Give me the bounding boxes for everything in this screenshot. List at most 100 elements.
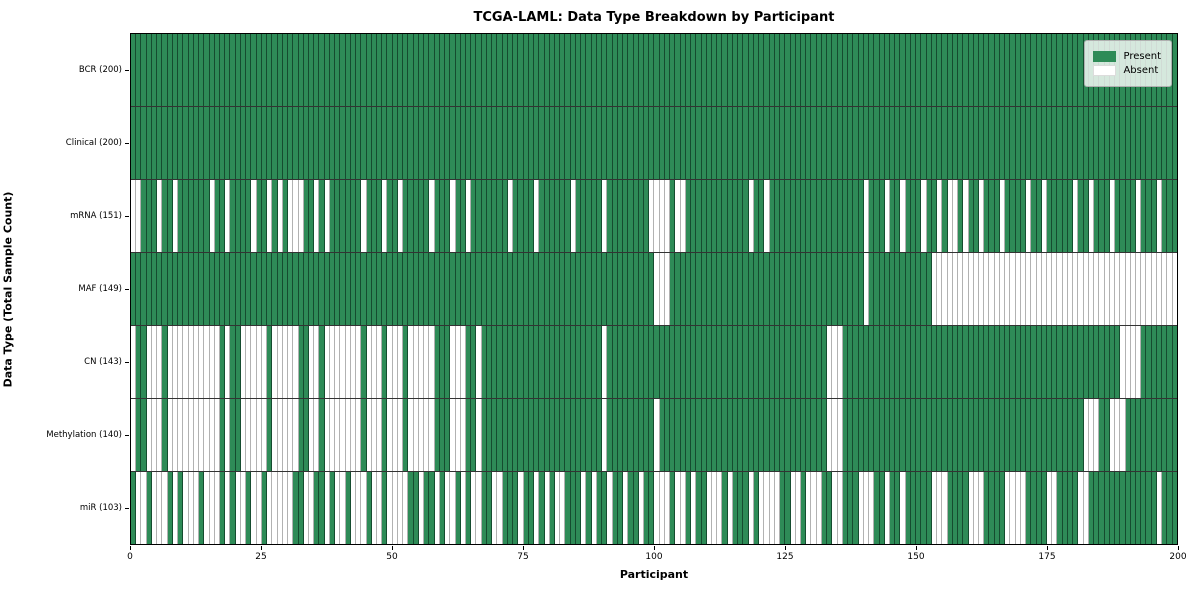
heatmap-cell	[1052, 180, 1058, 252]
heatmap-cell	[439, 326, 446, 398]
heatmap-cell	[350, 326, 357, 398]
heatmap-cell	[1172, 326, 1177, 398]
heatmap-cell	[199, 180, 205, 252]
heatmap-cell	[303, 326, 309, 398]
heatmap-cell	[502, 180, 508, 252]
heatmap-cell	[324, 180, 330, 252]
heatmap-cell	[403, 180, 409, 252]
heatmap-cell	[1036, 34, 1042, 106]
heatmap-cell	[146, 34, 152, 106]
heatmap-cell	[774, 34, 781, 106]
heatmap-cell	[497, 399, 503, 471]
heatmap-cell	[848, 107, 854, 179]
heatmap-cell	[460, 180, 466, 252]
heatmap-cell	[141, 326, 147, 398]
heatmap-cell	[1031, 399, 1037, 471]
heatmap-cell	[225, 326, 231, 398]
heatmap-cell	[1088, 253, 1095, 325]
heatmap-cell	[649, 34, 655, 106]
heatmap-cell	[481, 399, 487, 471]
heatmap-cell	[392, 180, 398, 252]
heatmap-cell	[277, 399, 283, 471]
heatmap-cell	[1005, 180, 1011, 252]
heatmap-cell	[178, 253, 184, 325]
heatmap-cell	[486, 399, 493, 471]
heatmap-cell	[842, 472, 849, 544]
heatmap-cell	[696, 399, 702, 471]
heatmap-cell	[764, 34, 770, 106]
heatmap-cell	[560, 326, 566, 398]
heatmap-cell	[633, 253, 639, 325]
x-tick-label-25: 25	[255, 552, 267, 562]
heatmap-cell	[643, 326, 650, 398]
heatmap-cell	[874, 180, 880, 252]
heatmap-cell	[989, 399, 995, 471]
heatmap-cell	[188, 34, 194, 106]
heatmap-cell	[858, 253, 864, 325]
heatmap-cell	[230, 107, 236, 179]
heatmap-cell	[607, 472, 613, 544]
heatmap-cell	[654, 326, 660, 398]
heatmap-cell	[162, 326, 168, 398]
heatmap-cell	[827, 326, 833, 398]
heatmap-cell	[712, 472, 718, 544]
heatmap-cell	[146, 107, 152, 179]
heatmap-cell	[889, 399, 896, 471]
heatmap-cell	[670, 326, 676, 398]
heatmap-cell	[298, 34, 304, 106]
heatmap-cell	[916, 34, 922, 106]
heatmap-cell	[952, 34, 959, 106]
heatmap-cell	[1005, 34, 1011, 106]
heatmap-cell	[476, 253, 482, 325]
heatmap-cell	[151, 399, 158, 471]
heatmap-cell	[821, 253, 828, 325]
heatmap-cell	[732, 472, 739, 544]
heatmap-cell	[706, 326, 713, 398]
heatmap-cell	[596, 180, 603, 252]
heatmap-cell	[978, 253, 985, 325]
heatmap-cell	[282, 399, 289, 471]
heatmap-cell	[617, 399, 624, 471]
heatmap-cell	[978, 399, 985, 471]
heatmap-cell	[141, 472, 147, 544]
heatmap-cell	[486, 107, 493, 179]
heatmap-cell	[172, 399, 179, 471]
heatmap-cell	[1005, 107, 1011, 179]
heatmap-cell	[549, 399, 555, 471]
heatmap-cell	[643, 34, 650, 106]
x-tick-mark	[392, 546, 393, 550]
heatmap-cell	[256, 253, 262, 325]
heatmap-cell	[738, 107, 744, 179]
heatmap-cell	[753, 253, 760, 325]
heatmap-cell	[764, 253, 770, 325]
heatmap-cell	[314, 253, 320, 325]
heatmap-cell	[596, 253, 603, 325]
heatmap-cell	[445, 107, 451, 179]
heatmap-cell	[162, 107, 168, 179]
heatmap-cell	[329, 399, 336, 471]
heatmap-cell	[193, 107, 200, 179]
heatmap-cell	[790, 180, 796, 252]
heatmap-cell	[188, 326, 194, 398]
heatmap-cell	[931, 107, 938, 179]
heatmap-cell	[267, 326, 273, 398]
heatmap-cell	[596, 326, 603, 398]
heatmap-cell	[204, 107, 210, 179]
heatmap-cell	[811, 107, 817, 179]
heatmap-cell	[1067, 399, 1074, 471]
heatmap-cell	[785, 253, 791, 325]
y-tick-mark	[125, 508, 129, 510]
heatmap-cell	[204, 399, 210, 471]
heatmap-cell	[863, 326, 870, 398]
heatmap-cell	[869, 472, 875, 544]
heatmap-cell	[288, 326, 294, 398]
heatmap-cell	[994, 180, 1000, 252]
heatmap-cell	[607, 180, 613, 252]
heatmap-cell	[691, 180, 697, 252]
heatmap-cell	[884, 472, 890, 544]
heatmap-cell	[277, 326, 283, 398]
heatmap-cell	[471, 180, 477, 252]
heatmap-cell	[178, 180, 184, 252]
heatmap-cell	[418, 34, 425, 106]
heatmap-cell	[1125, 399, 1131, 471]
